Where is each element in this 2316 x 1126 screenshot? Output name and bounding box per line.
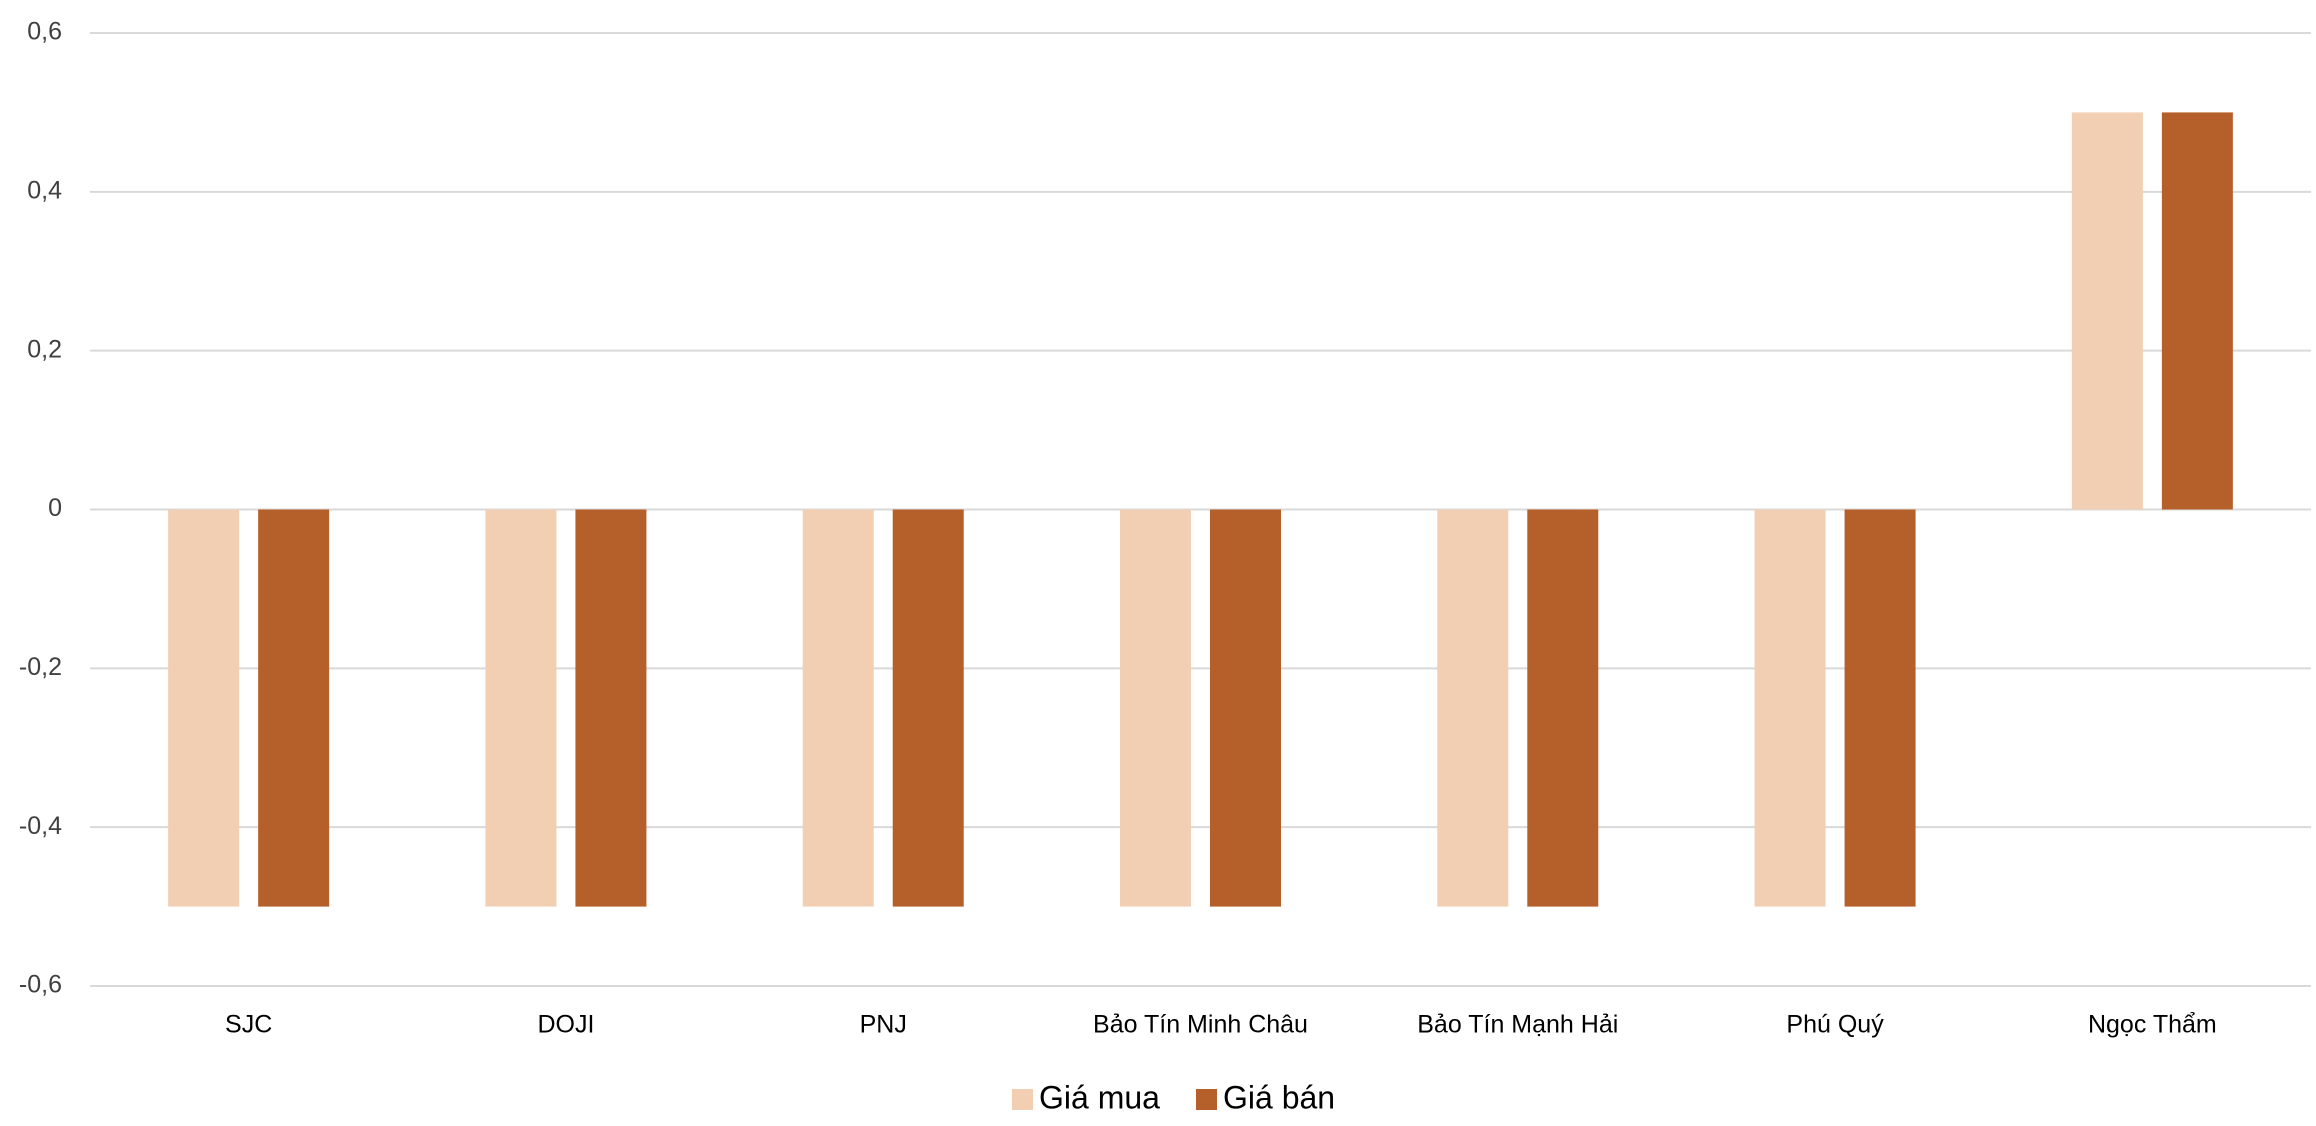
bar	[168, 509, 240, 907]
y-tick-label: 0	[48, 494, 62, 522]
y-tick-label: 0,6	[27, 18, 62, 46]
bar	[575, 509, 647, 907]
x-tick-label: Bảo Tín Minh Châu	[1093, 1011, 1308, 1039]
bar	[892, 509, 964, 907]
bar	[485, 509, 557, 907]
y-tick-label: -0,6	[19, 971, 62, 999]
x-tick-label: Phú Quý	[1786, 1011, 1884, 1039]
bar	[802, 509, 874, 907]
x-tick-label: PNJ	[860, 1011, 907, 1039]
legend-swatch	[1012, 1089, 1033, 1110]
bar	[1844, 509, 1916, 907]
y-tick-label: -0,2	[19, 653, 62, 681]
bar	[2071, 112, 2143, 510]
x-tick-label: Ngọc Thẩm	[2088, 1011, 2217, 1039]
legend-swatch	[1196, 1089, 1217, 1110]
bar	[1120, 509, 1191, 907]
bar	[2161, 112, 2233, 510]
y-tick-label: 0,4	[27, 176, 62, 204]
y-tick-label: 0,2	[27, 335, 62, 363]
x-tick-label: Bảo Tín Mạnh Hải	[1417, 1011, 1618, 1039]
legend-label: Giá bán	[1223, 1079, 1335, 1115]
x-tick-label: SJC	[225, 1011, 272, 1039]
bar	[1437, 509, 1509, 907]
bar	[1754, 509, 1826, 907]
y-tick-label: -0,4	[19, 812, 62, 840]
legend-label: Giá mua	[1039, 1079, 1160, 1115]
bar	[1210, 509, 1281, 907]
x-tick-label: DOJI	[537, 1011, 594, 1039]
bar	[1527, 509, 1599, 907]
bar	[258, 509, 330, 907]
